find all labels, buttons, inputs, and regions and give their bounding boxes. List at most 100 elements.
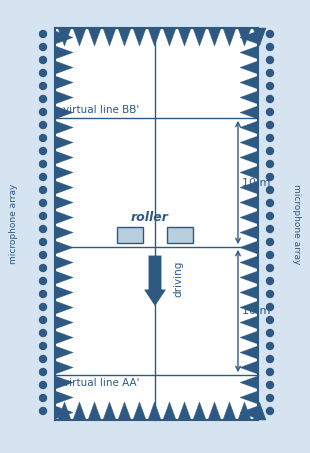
Polygon shape [55,331,73,344]
Polygon shape [240,301,258,314]
Circle shape [39,251,46,259]
Bar [290,0,310,20]
Circle shape [267,408,273,414]
Circle shape [39,356,46,362]
Circle shape [39,57,46,63]
Polygon shape [55,181,73,194]
Polygon shape [193,402,206,420]
Polygon shape [55,391,73,404]
Circle shape [267,329,273,337]
Polygon shape [55,106,73,119]
Polygon shape [253,402,266,420]
Circle shape [39,395,46,401]
Circle shape [39,199,46,207]
Circle shape [39,30,46,38]
Text: driving: driving [173,260,183,297]
Polygon shape [240,271,258,284]
Polygon shape [240,376,258,389]
Circle shape [267,187,273,193]
Bar [55,28,258,420]
Polygon shape [240,346,258,359]
Polygon shape [240,196,258,209]
Polygon shape [73,402,86,420]
Circle shape [39,278,46,284]
Circle shape [267,356,273,362]
Polygon shape [55,301,73,314]
Polygon shape [118,28,131,46]
Text: microphone array: microphone array [291,184,300,264]
Polygon shape [55,121,73,134]
Polygon shape [103,402,116,420]
Polygon shape [133,28,146,46]
Circle shape [39,96,46,102]
Polygon shape [240,76,258,89]
Polygon shape [240,226,258,239]
Polygon shape [55,241,73,254]
Polygon shape [240,91,258,104]
Polygon shape [193,28,206,46]
Polygon shape [55,256,73,269]
Circle shape [267,160,273,168]
Polygon shape [148,28,161,46]
Polygon shape [103,28,116,46]
Bar [117,227,143,243]
Polygon shape [55,151,73,164]
Circle shape [267,368,273,376]
Polygon shape [240,316,258,329]
Polygon shape [73,28,86,46]
Polygon shape [178,28,191,46]
Polygon shape [240,121,258,134]
Polygon shape [208,28,221,46]
Circle shape [267,96,273,102]
Circle shape [39,226,46,232]
Polygon shape [163,402,176,420]
Circle shape [39,135,46,141]
Circle shape [267,317,273,323]
Text: roller: roller [131,211,169,224]
Circle shape [267,290,273,298]
FancyArrow shape [143,255,167,307]
Circle shape [39,290,46,298]
Circle shape [39,265,46,271]
Circle shape [39,342,46,350]
Polygon shape [240,211,258,224]
Polygon shape [240,61,258,74]
Polygon shape [240,106,258,119]
Polygon shape [178,402,191,420]
Polygon shape [240,406,258,419]
Polygon shape [55,361,73,374]
Circle shape [267,173,273,180]
Circle shape [39,187,46,193]
Polygon shape [240,286,258,299]
Polygon shape [118,402,131,420]
Polygon shape [240,391,258,404]
Polygon shape [163,28,176,46]
Circle shape [267,109,273,116]
Polygon shape [240,331,258,344]
Polygon shape [55,271,73,284]
Text: microphone array: microphone array [10,184,19,264]
Circle shape [39,173,46,180]
Text: 10 m: 10 m [242,306,270,316]
Circle shape [267,121,273,129]
Circle shape [267,304,273,310]
Polygon shape [240,241,258,254]
Circle shape [267,148,273,154]
Polygon shape [238,28,251,46]
Circle shape [267,30,273,38]
Polygon shape [240,151,258,164]
Circle shape [267,212,273,220]
Polygon shape [238,402,251,420]
Circle shape [39,304,46,310]
Polygon shape [240,256,258,269]
Polygon shape [223,402,236,420]
Bar [290,433,310,453]
Circle shape [39,381,46,389]
Polygon shape [55,196,73,209]
Polygon shape [88,28,101,46]
Polygon shape [55,316,73,329]
Circle shape [267,43,273,50]
Polygon shape [58,28,71,46]
Circle shape [267,381,273,389]
Circle shape [267,265,273,271]
